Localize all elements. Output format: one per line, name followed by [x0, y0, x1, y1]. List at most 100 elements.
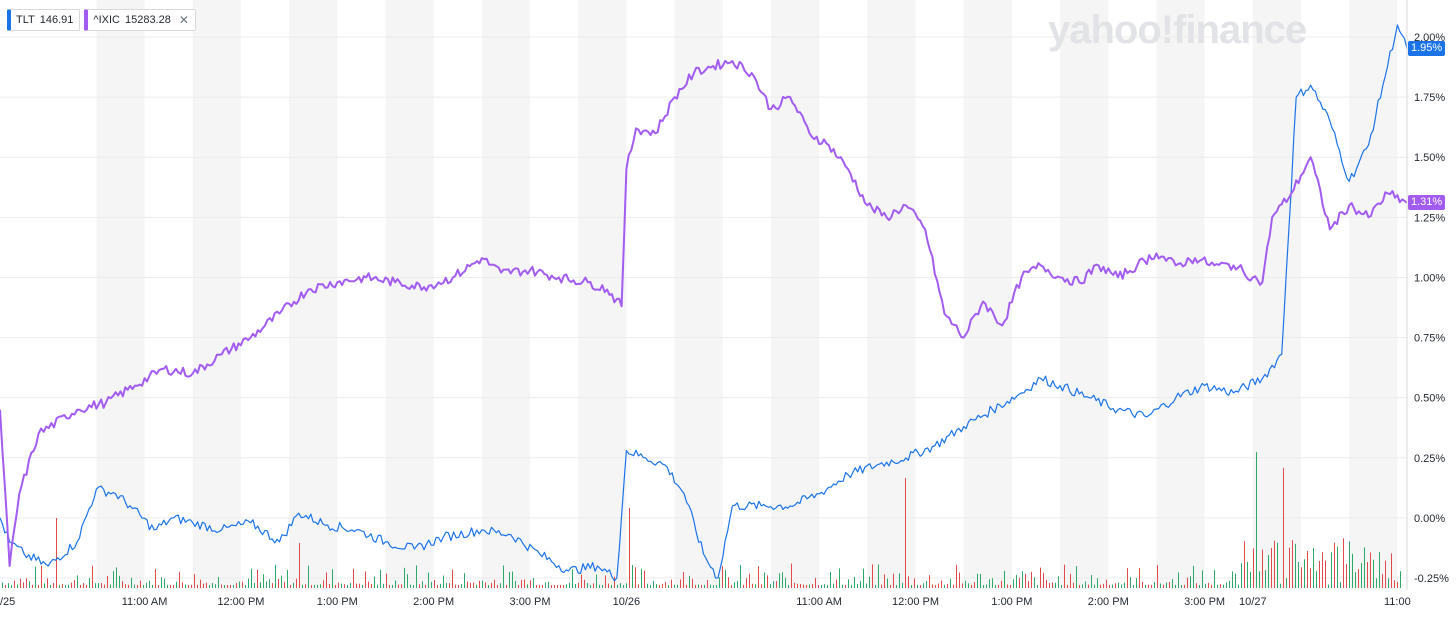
y-tick-label: 2.00% — [1414, 32, 1445, 44]
volume-bar — [1283, 467, 1284, 588]
volume-bar — [911, 584, 912, 588]
volume-bar — [143, 584, 144, 588]
volume-bar — [560, 584, 561, 588]
volume-bar — [341, 583, 342, 588]
volume-bar — [1256, 451, 1257, 588]
volume-bar — [380, 569, 381, 588]
volume-bar — [1361, 563, 1362, 588]
volume-bar — [863, 568, 864, 588]
volume-bar — [866, 583, 867, 588]
volume-bar — [740, 565, 741, 588]
volume-bar — [752, 583, 753, 588]
volume-bar — [947, 584, 948, 588]
series-line-ixic — [0, 59, 1408, 567]
session-band — [385, 0, 434, 590]
volume-bar — [1037, 584, 1038, 588]
volume-bar — [1346, 564, 1347, 588]
volume-bar — [1307, 550, 1308, 588]
session-band — [1156, 0, 1205, 590]
volume-bar — [641, 568, 642, 588]
volume-bar — [1055, 582, 1056, 588]
volume-bar — [1118, 582, 1119, 588]
volume-bar — [1022, 571, 1023, 588]
volume-bar — [1211, 584, 1212, 588]
volume-bar — [659, 584, 660, 588]
volume-bar — [824, 584, 825, 588]
volume-bar — [533, 578, 534, 588]
volume-bar — [851, 584, 852, 588]
volume-bar — [11, 584, 12, 588]
volume-bar — [239, 581, 240, 588]
volume-bar — [890, 584, 891, 588]
volume-bar — [1112, 584, 1113, 588]
session-band — [1349, 0, 1398, 590]
volume-bar — [938, 583, 939, 588]
volume-bar — [296, 578, 297, 588]
volume-bars — [2, 451, 1401, 588]
volume-bar — [806, 584, 807, 588]
volume-bar — [1115, 583, 1116, 588]
volume-bar — [290, 584, 291, 588]
volume-bar — [1064, 564, 1065, 588]
volume-bar — [1376, 578, 1377, 588]
legend-chip-ixic[interactable]: ^IXIC 15283.28 ✕ — [84, 9, 196, 31]
volume-bar — [638, 584, 639, 588]
volume-bar — [896, 584, 897, 588]
volume-bar — [1331, 552, 1332, 588]
close-icon[interactable]: ✕ — [178, 13, 189, 27]
volume-bar — [173, 584, 174, 588]
volume-bar — [1214, 569, 1215, 588]
volume-bar — [737, 580, 738, 588]
volume-bar — [38, 584, 39, 588]
volume-bar — [248, 578, 249, 588]
volume-bar — [854, 577, 855, 588]
volume-bar — [602, 584, 603, 588]
volume-bar — [686, 584, 687, 588]
volume-bar — [872, 564, 873, 588]
volume-bar — [1196, 583, 1197, 588]
volume-bar — [83, 582, 84, 588]
volume-bar — [1190, 576, 1191, 588]
x-axis: /25 11:00 AM 12:00 PM 1:00 PM 2:00 PM 3:00 PM… — [0, 596, 1411, 608]
volume-bar — [356, 583, 357, 588]
volume-bar — [1343, 538, 1344, 588]
volume-bar — [374, 576, 375, 588]
volume-bar — [1241, 563, 1242, 588]
volume-bar — [1070, 574, 1071, 588]
volume-bar — [209, 585, 210, 588]
volume-bar — [1031, 571, 1032, 588]
volume-bar — [245, 584, 246, 588]
volume-bar — [785, 577, 786, 588]
legend-chip-tlt[interactable]: TLT 146.91 — [7, 9, 81, 31]
y-tick-label: 0.00% — [1414, 513, 1445, 525]
volume-bar — [62, 584, 63, 588]
volume-bar — [776, 581, 777, 588]
volume-bar — [983, 584, 984, 588]
volume-bar — [707, 579, 708, 588]
volume-bar — [275, 564, 276, 588]
volume-bar — [1019, 577, 1020, 588]
last-value-badge-ixic: 1.31% — [1408, 194, 1446, 210]
volume-bar — [575, 583, 576, 588]
volume-bar — [134, 584, 135, 588]
volume-bar — [386, 573, 387, 588]
volume-bar — [1295, 543, 1296, 588]
volume-bar — [617, 584, 618, 588]
volume-bar — [962, 583, 963, 588]
volume-bar — [398, 584, 399, 588]
volume-bar — [1379, 552, 1380, 588]
volume-bar — [608, 583, 609, 588]
volume-bar — [218, 576, 219, 588]
volume-bar — [1340, 582, 1341, 588]
volume-bar — [1046, 579, 1047, 588]
volume-bar — [869, 576, 870, 588]
volume-bar — [104, 584, 105, 588]
volume-bar — [1025, 573, 1026, 588]
volume-bar — [1142, 581, 1143, 588]
volume-bar — [1043, 572, 1044, 588]
volume-bar — [1121, 584, 1122, 588]
volume-bar — [2, 582, 3, 588]
volume-bar — [671, 579, 672, 588]
volume-bar — [257, 569, 258, 588]
